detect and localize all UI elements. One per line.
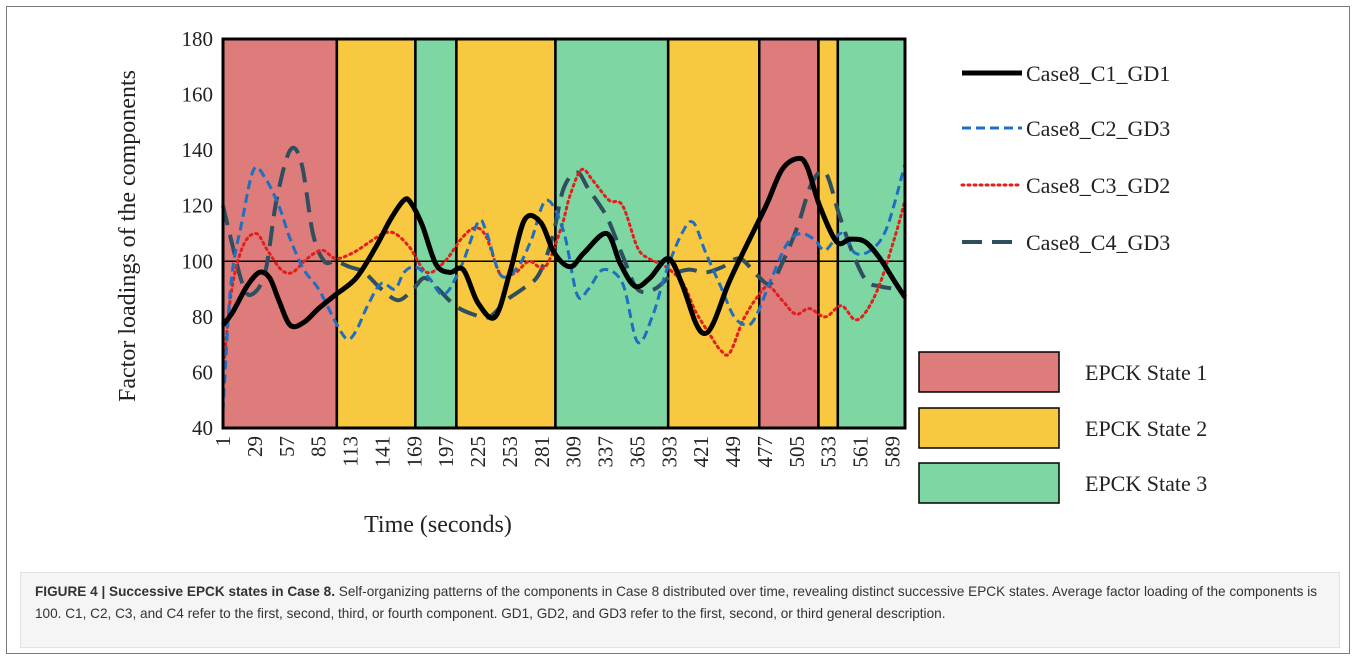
x-tick-label: 309 — [562, 436, 586, 468]
caption-heading: FIGURE 4 | Successive EPCK states in Cas… — [35, 584, 335, 599]
x-tick-label: 561 — [849, 436, 873, 468]
x-tick-label: 225 — [466, 436, 490, 468]
x-tick-label: 29 — [243, 436, 267, 457]
x-tick-label: 337 — [594, 436, 618, 468]
x-tick-label: 477 — [753, 436, 777, 468]
x-tick-label: 197 — [434, 436, 458, 468]
caption-body: Self-organizing patterns of the componen… — [35, 584, 1318, 621]
series-line-case8-c2-gd3 — [221, 163, 907, 412]
y-tick-label: 80 — [192, 305, 213, 329]
x-tick-label: 1 — [211, 436, 235, 447]
y-tick-label: 120 — [182, 194, 214, 218]
state-band — [666, 37, 761, 430]
state-band — [335, 37, 417, 430]
state-bands — [221, 37, 907, 430]
x-axis-title: Time (seconds) — [364, 512, 512, 538]
state-band — [455, 37, 557, 430]
series-lines — [220, 145, 908, 412]
legend-label: Case8_C3_GD2 — [1026, 173, 1170, 198]
figure-caption: FIGURE 4 | Successive EPCK states in Cas… — [20, 572, 1340, 648]
y-tick-label: 140 — [182, 138, 214, 162]
series-line-case8-c4-gd3 — [221, 145, 906, 320]
x-tick-label: 505 — [785, 436, 809, 468]
y-tick-label: 60 — [192, 360, 213, 384]
x-tick-label: 365 — [625, 436, 649, 468]
legend: Case8_C1_GD1 Case8_C2_GD3 Case8_C3_GD2 Case… — [918, 61, 1207, 504]
x-tick-label: 113 — [339, 436, 363, 467]
series-line-case8-c3-gd2 — [221, 167, 907, 377]
x-tick-label: 253 — [498, 436, 522, 468]
legend-label: Case8_C2_GD3 — [1026, 116, 1170, 141]
x-tick-label: 85 — [307, 436, 331, 457]
x-tick-label: 421 — [689, 436, 713, 468]
y-tick-label: 160 — [182, 83, 214, 107]
state-band — [221, 37, 339, 430]
legend-state-swatch — [918, 351, 1060, 393]
y-tick-label: 40 — [192, 416, 213, 440]
legend-label: Case8_C4_GD3 — [1026, 230, 1170, 255]
state-band — [414, 37, 458, 430]
y-tick-label: 100 — [182, 249, 214, 273]
legend-state-swatch — [918, 407, 1060, 449]
legend-state-swatch — [918, 462, 1060, 504]
x-tick-label: 169 — [402, 436, 426, 468]
series-line-case8-c1-gd1 — [220, 155, 908, 336]
state-band — [817, 37, 840, 430]
plot-area-border — [221, 37, 907, 430]
legend-state-label: EPCK State 1 — [1085, 360, 1207, 385]
y-axis-ticks: 40 60 80 100 120 140 160 180 — [182, 27, 214, 440]
x-axis-ticks: 1 29 57 85 113 141 169 197 225 253 281 309 337 365 393… — [211, 436, 905, 468]
x-tick-label: 449 — [721, 436, 745, 468]
legend-state-label: EPCK State 3 — [1085, 471, 1207, 496]
y-tick-label: 180 — [182, 27, 214, 51]
x-tick-label: 589 — [881, 436, 905, 468]
legend-label: Case8_C1_GD1 — [1026, 61, 1170, 86]
legend-state-label: EPCK State 2 — [1085, 416, 1207, 441]
x-tick-label: 57 — [275, 436, 299, 457]
x-tick-label: 141 — [370, 436, 394, 468]
y-axis-title: Factor loadings of the components — [115, 70, 141, 402]
x-tick-label: 393 — [657, 436, 681, 468]
x-tick-label: 281 — [530, 436, 554, 468]
state-band — [758, 37, 820, 430]
x-tick-label: 533 — [817, 436, 841, 468]
